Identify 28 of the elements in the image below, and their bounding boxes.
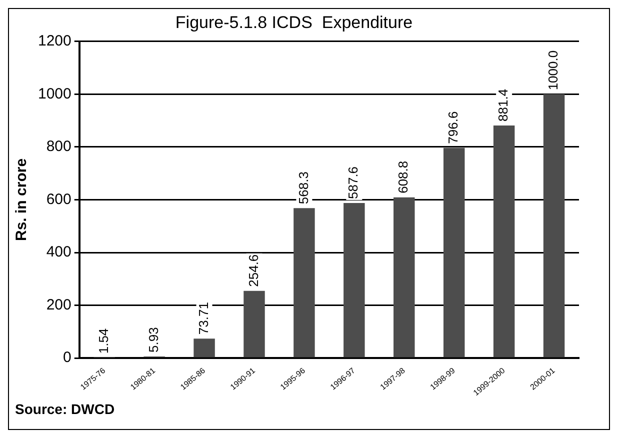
y-tick-label: 0 bbox=[63, 349, 72, 366]
bar bbox=[394, 197, 415, 358]
y-tick-label: 200 bbox=[46, 296, 72, 314]
data-label: 5.93 bbox=[146, 327, 161, 352]
bar bbox=[194, 338, 215, 358]
data-label: 1000.0 bbox=[546, 50, 561, 90]
chart-title: Figure-5.1.8 ICDS Expenditure bbox=[175, 12, 413, 32]
bar bbox=[543, 94, 565, 358]
data-label: 881.4 bbox=[496, 88, 511, 122]
bar bbox=[344, 203, 365, 358]
data-label: 608.8 bbox=[396, 160, 411, 194]
data-label: 254.6 bbox=[246, 254, 261, 287]
y-tick-label: 600 bbox=[46, 190, 72, 208]
y-tick-label: 1200 bbox=[38, 32, 72, 50]
bar bbox=[294, 208, 315, 358]
source-note: Source: DWCD bbox=[14, 401, 116, 417]
y-tick-label: 800 bbox=[46, 138, 72, 156]
y-tick-label: 1000 bbox=[38, 85, 72, 102]
y-tick-label: 400 bbox=[46, 244, 72, 261]
bar bbox=[244, 290, 265, 358]
data-label: 587.6 bbox=[346, 166, 361, 199]
data-label: 568.3 bbox=[296, 172, 311, 204]
y-axis-title: Rs. in crore bbox=[13, 158, 30, 241]
bar bbox=[493, 125, 515, 358]
bar bbox=[443, 148, 465, 358]
data-label: 1.54 bbox=[96, 328, 111, 354]
data-label: 796.6 bbox=[446, 111, 461, 144]
data-label: 73.71 bbox=[196, 302, 211, 335]
